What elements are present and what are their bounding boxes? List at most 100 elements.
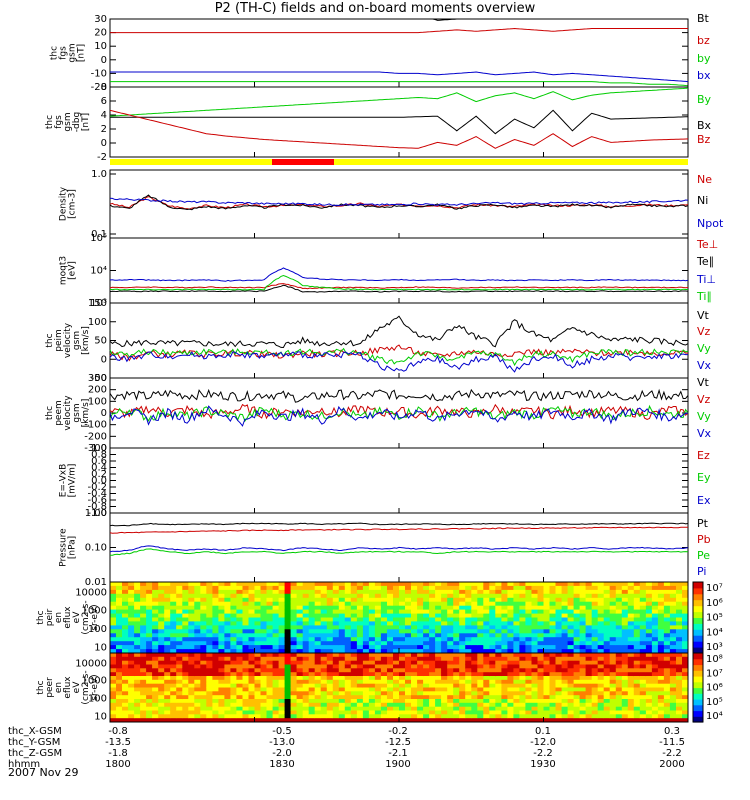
spectrogram-cell bbox=[290, 664, 298, 669]
spectrogram-cell bbox=[519, 687, 526, 692]
spectrogram-cell bbox=[260, 645, 267, 650]
spectrogram-cell bbox=[387, 601, 394, 607]
spectrogram-cell bbox=[393, 645, 400, 650]
spectrogram-cell bbox=[676, 613, 683, 618]
spectrogram-cell bbox=[140, 629, 147, 634]
spectrogram-cell bbox=[254, 656, 261, 662]
spectrogram-cell bbox=[278, 609, 286, 614]
spectrogram-cell bbox=[477, 718, 484, 723]
spectrogram-cell bbox=[471, 593, 478, 599]
spectrogram-cell bbox=[477, 695, 484, 700]
spectrogram-cell bbox=[495, 710, 502, 715]
spectrogram-cell bbox=[248, 601, 255, 607]
spectrogram-cell bbox=[573, 609, 581, 614]
spectrogram-cell bbox=[651, 718, 659, 723]
spectrogram-cell bbox=[362, 645, 370, 650]
spectrogram-cell bbox=[561, 582, 569, 587]
spectrogram-cell bbox=[495, 653, 502, 658]
spectrogram-cell bbox=[152, 609, 159, 614]
spectrogram-cell bbox=[218, 625, 225, 630]
colorbar-swatch bbox=[693, 676, 703, 683]
spectrogram-cell bbox=[513, 683, 520, 688]
y-tick-label-efield: -0.8 bbox=[87, 502, 107, 513]
spectrogram-cell bbox=[663, 609, 671, 614]
spectrogram-cell bbox=[393, 660, 400, 665]
spectrogram-cell bbox=[254, 664, 261, 669]
spectrogram-cell bbox=[615, 629, 623, 634]
spectrogram-cell bbox=[459, 656, 466, 662]
spectrogram-cell bbox=[609, 714, 617, 719]
spectrogram-cell bbox=[519, 621, 526, 626]
spectrogram-cell bbox=[405, 679, 412, 685]
spectrogram-cell bbox=[272, 629, 280, 634]
spectrogram-cell bbox=[362, 625, 370, 630]
spectrogram-cell bbox=[302, 601, 310, 607]
spectrogram-cell bbox=[621, 664, 629, 669]
spectrogram-cell bbox=[459, 645, 466, 650]
spectrogram-cell bbox=[374, 660, 382, 665]
spectrogram-cell bbox=[423, 633, 430, 638]
spectrogram-cell bbox=[597, 585, 605, 591]
spectrogram-cell bbox=[326, 621, 334, 626]
spectrogram-cell bbox=[387, 653, 394, 658]
spectrogram-cell bbox=[585, 645, 593, 650]
spectrogram-cell bbox=[453, 633, 460, 638]
spectrogram-cell bbox=[555, 593, 562, 599]
spectrogram-cell bbox=[194, 672, 201, 677]
spectrogram-cell bbox=[453, 706, 460, 711]
spectrogram-cell bbox=[669, 691, 677, 696]
spectrogram-cell bbox=[669, 664, 677, 669]
spectrogram-cell bbox=[447, 718, 454, 723]
spectrogram-cell bbox=[188, 593, 195, 599]
spectrogram-cell bbox=[320, 714, 328, 719]
spectrogram-cell bbox=[417, 664, 424, 669]
spectrogram-cell bbox=[513, 687, 520, 692]
spectrogram-cell bbox=[597, 679, 605, 685]
spectrogram-cell bbox=[471, 617, 478, 622]
spectrogram-cell bbox=[573, 676, 581, 681]
spectrogram-cell bbox=[170, 706, 177, 711]
spectrogram-cell bbox=[561, 617, 569, 622]
spectrogram-cell bbox=[362, 710, 370, 715]
spectrogram-cell bbox=[483, 621, 490, 626]
spectrogram-cell bbox=[194, 710, 201, 715]
spectrogram-cell bbox=[627, 589, 635, 595]
spectrogram-cell bbox=[615, 683, 623, 688]
spectrogram-cell bbox=[507, 589, 514, 595]
spectrogram-cell bbox=[110, 593, 117, 599]
spectrogram-cell bbox=[200, 589, 207, 595]
spectrogram-cell bbox=[621, 593, 629, 599]
spectrogram-cell bbox=[609, 625, 617, 630]
spectrogram-cell bbox=[266, 605, 273, 611]
series-line-Vz bbox=[109, 403, 689, 420]
colorbar-swatch bbox=[693, 693, 703, 700]
spectrogram-cell bbox=[585, 664, 593, 669]
spectrogram-cell bbox=[146, 706, 153, 711]
spectrogram-cell bbox=[573, 660, 581, 665]
spectrogram-cell bbox=[525, 706, 532, 711]
spectrogram-cell bbox=[676, 609, 683, 614]
spectrogram-cell bbox=[236, 621, 243, 626]
spectrogram-cell bbox=[248, 609, 255, 614]
spectrogram-cell bbox=[194, 656, 201, 662]
spectrogram-cell bbox=[676, 683, 683, 688]
spectrogram-cell bbox=[429, 695, 436, 700]
spectrogram-cell bbox=[507, 621, 514, 626]
spectrogram-cell bbox=[453, 668, 460, 673]
spectrogram-cell bbox=[519, 710, 526, 715]
spectrogram-cell bbox=[441, 718, 448, 723]
spectrogram-cell bbox=[128, 718, 135, 723]
spectrogram-cell bbox=[224, 589, 231, 595]
spectrogram-cell bbox=[393, 718, 400, 723]
spectrogram-cell bbox=[374, 633, 382, 638]
spectrogram-cell bbox=[609, 633, 617, 638]
spectrogram-cell bbox=[116, 617, 123, 622]
spectrogram-cell bbox=[140, 613, 147, 618]
spectrogram-cell bbox=[344, 668, 352, 673]
spectrogram-cell bbox=[549, 702, 556, 708]
spectrogram-cell bbox=[374, 653, 382, 658]
spectrogram-cell bbox=[320, 625, 328, 630]
spectrogram-cell bbox=[676, 702, 683, 708]
spectrogram-cell bbox=[645, 633, 653, 638]
spectrogram-cell bbox=[597, 601, 605, 607]
